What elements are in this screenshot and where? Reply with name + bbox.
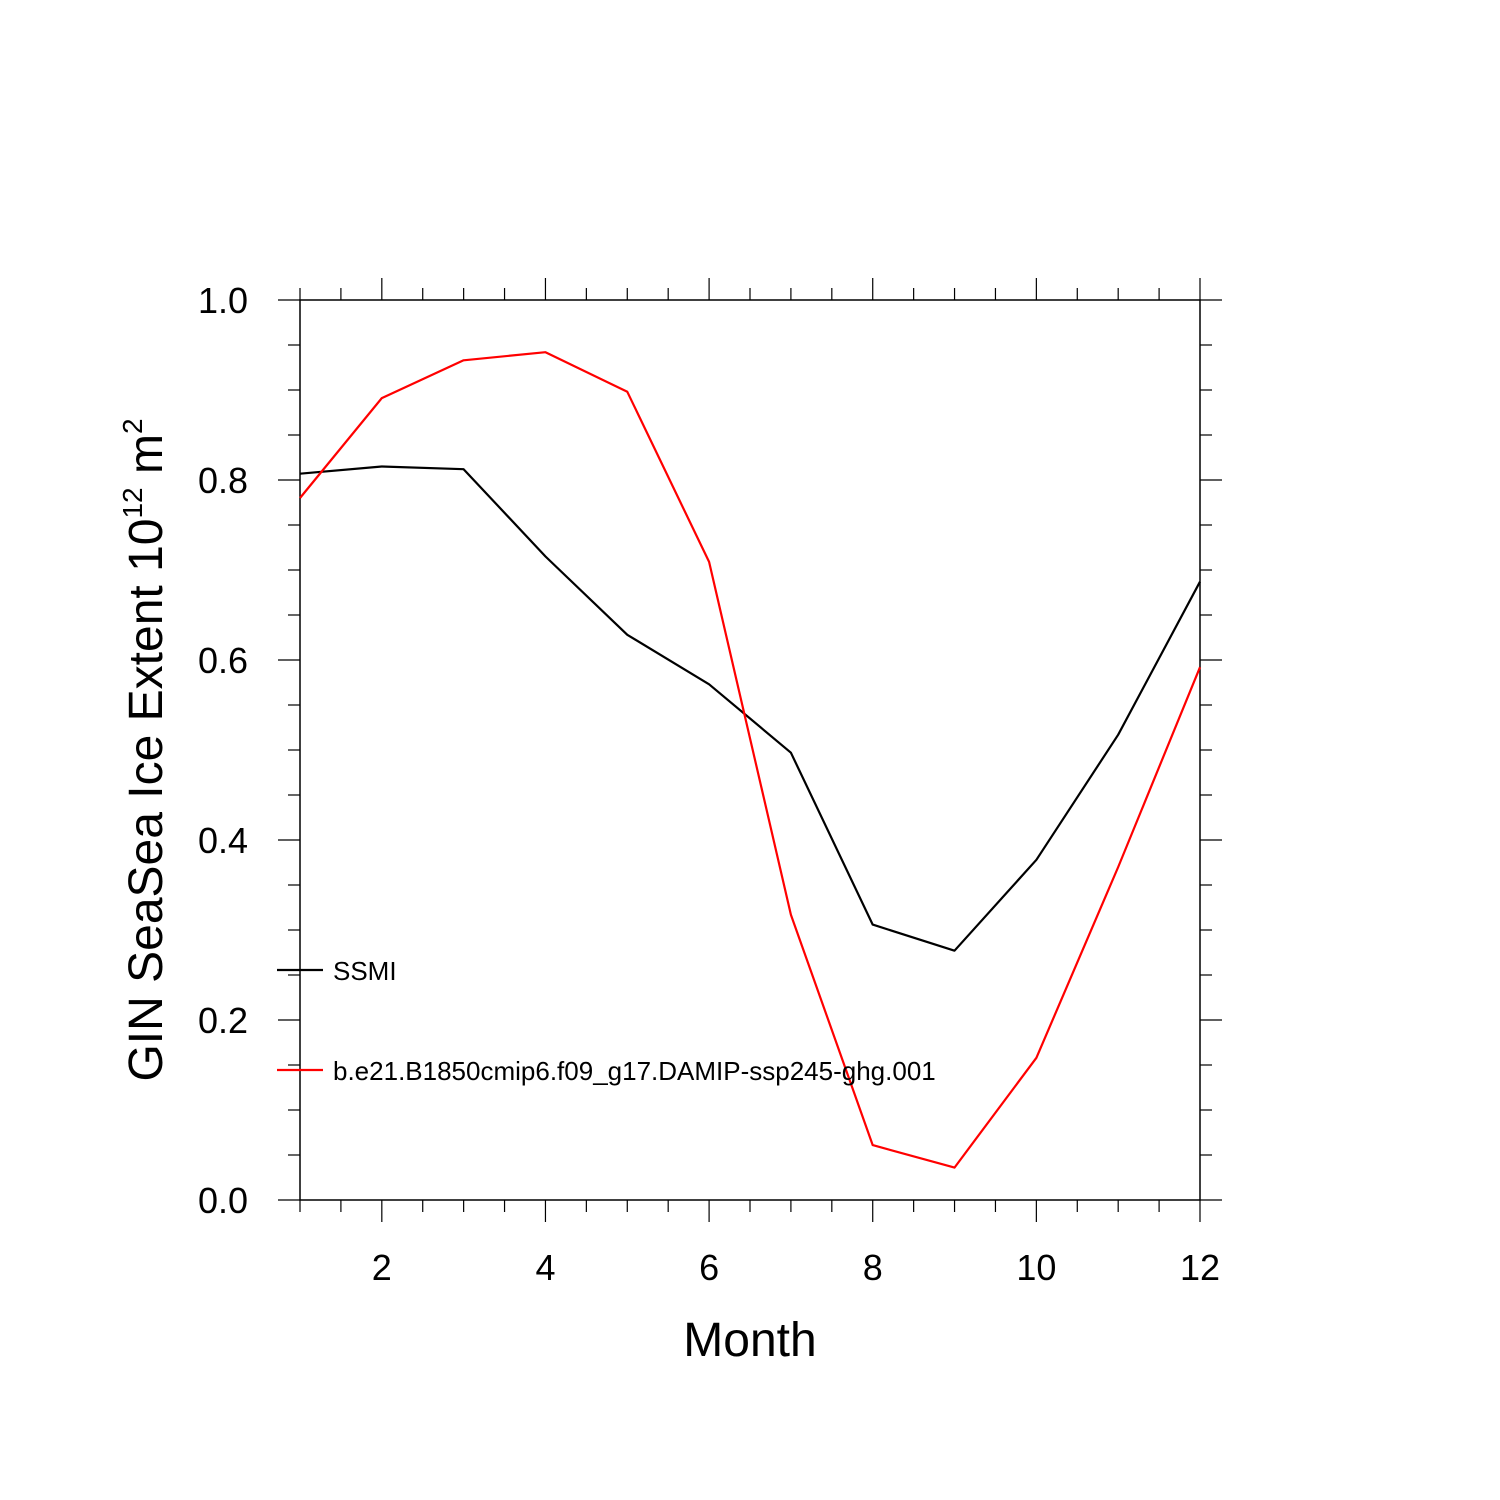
series-lines [299,351,1202,1169]
y-axis-label-exponent: 12 [117,487,148,518]
x-tick-label: 10 [1016,1247,1056,1288]
y-tick-label: 0.8 [198,460,248,501]
y-tick-label: 1.0 [198,280,248,321]
x-tick-label: 4 [535,1247,555,1288]
x-axis-label: Month [683,1314,816,1367]
tick-labels: 2 4 6 8 10 12 0.0 0.2 0.4 0.6 0.8 1.0 [198,280,1220,1288]
y-axis-label-unit: m [120,434,173,487]
y-tick-label: 0.6 [198,640,248,681]
x-tick-label: 12 [1180,1247,1220,1288]
x-tick-label: 8 [863,1247,883,1288]
legend: SSMI b.e21.B1850cmip6.f09_g17.DAMIP-ssp24… [277,956,936,1086]
plot-frame [299,299,1201,1201]
y-tick-label: 0.2 [198,1000,248,1041]
y-axis-label: GIN SeaSea Ice Extent 1012 m2 [117,418,173,1081]
x-tick-label: 6 [699,1247,719,1288]
y-axis-label-unit-exponent: 2 [117,418,148,434]
y-axis-label-main: GIN SeaSea Ice Extent 10 [120,519,173,1082]
series-line-model [299,351,1202,1169]
legend-label: SSMI [333,956,397,986]
y-tick-label: 0.0 [198,1180,248,1221]
x-tick-label: 2 [372,1247,392,1288]
legend-label: b.e21.B1850cmip6.f09_g17.DAMIP-ssp245-gh… [333,1056,936,1086]
series-line-ssmi [299,465,1201,952]
y-tick-label: 0.4 [198,820,248,861]
axis-ticks [278,278,1222,1222]
